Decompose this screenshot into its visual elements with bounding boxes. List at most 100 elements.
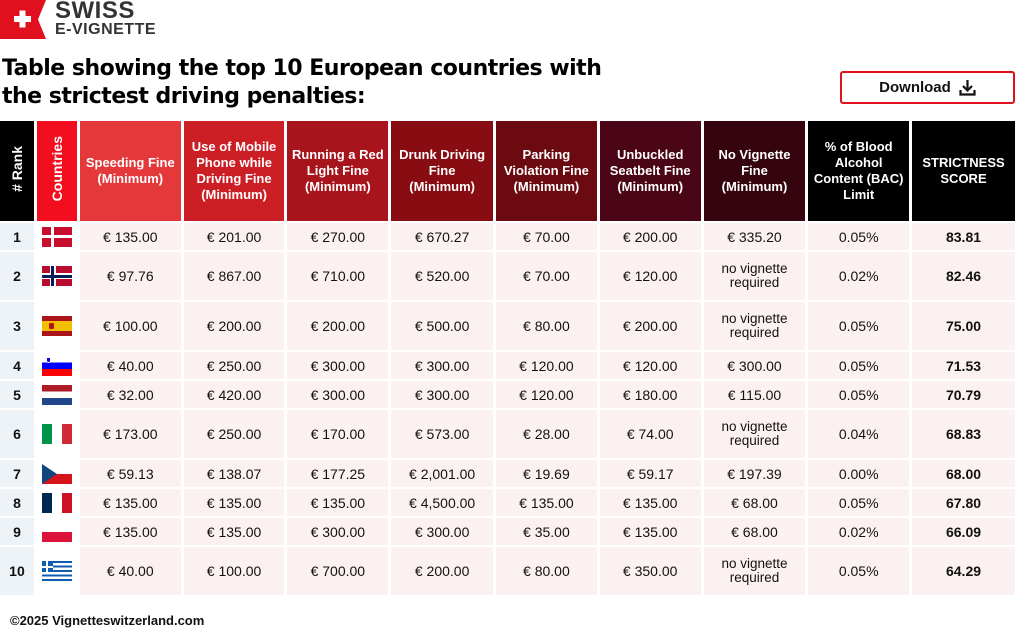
value-cell: € 59.17 — [599, 460, 701, 487]
table-row: 8 € 135.00 € 135.00 € 135.00 € 4,500.00 € 135… — [0, 489, 1015, 516]
page-title: Table showing the top 10 European countr… — [2, 56, 602, 109]
rank-cell: 10 — [0, 547, 34, 595]
value-cell: € 300.00 — [391, 352, 493, 379]
value-cell: € 135.00 — [183, 518, 285, 545]
value-cell: 0.05% — [808, 547, 910, 595]
value-cell: 0.00% — [808, 460, 910, 487]
value-cell: € 300.00 — [287, 352, 389, 379]
column-header-label: STRICTNESS SCORE — [922, 155, 1005, 186]
value-cell: € 120.00 — [599, 252, 701, 300]
value-cell: € 120.00 — [496, 381, 597, 408]
column-header: % of Blood Alcohol Content (BAC) Limit — [808, 121, 910, 221]
value-cell: € 138.07 — [183, 460, 285, 487]
country-cell — [36, 352, 77, 379]
table-row: 7 € 59.13 € 138.07 € 177.25 € 2,001.00 € 19.6… — [0, 460, 1015, 487]
denmark-flag-icon — [41, 226, 72, 247]
value-cell: 0.04% — [808, 410, 910, 458]
rank-cell: 4 — [0, 352, 34, 379]
value-cell: no vignette required — [703, 547, 806, 595]
column-header-label: % of Blood Alcohol Content (BAC) Limit — [813, 139, 904, 202]
value-cell: € 100.00 — [183, 547, 285, 595]
value-cell: € 250.00 — [183, 410, 285, 458]
penalties-table: # Rank Countries Speeding Fine (Minimum) Us… — [0, 119, 1015, 597]
value-cell: € 573.00 — [391, 410, 493, 458]
value-cell: € 700.00 — [287, 547, 389, 595]
country-cell — [36, 518, 77, 545]
score-cell: 66.09 — [912, 518, 1015, 545]
value-cell: € 500.00 — [391, 302, 493, 350]
greece-flag-icon — [41, 561, 72, 581]
score-cell: 83.81 — [912, 223, 1015, 250]
value-cell: € 120.00 — [599, 352, 701, 379]
column-header-label: Use of Mobile Phone while Driving Fine (… — [191, 139, 277, 202]
value-cell: € 201.00 — [183, 223, 285, 250]
value-cell: € 120.00 — [496, 352, 597, 379]
column-header-label: Parking Violation Fine (Minimum) — [503, 147, 589, 194]
value-cell: € 200.00 — [183, 302, 285, 350]
download-button[interactable]: Download — [840, 71, 1015, 104]
column-header: Countries — [36, 121, 77, 221]
netherlands-flag-icon — [41, 384, 72, 405]
country-cell — [36, 302, 77, 350]
value-cell: € 200.00 — [599, 302, 701, 350]
norway-flag-icon — [41, 266, 72, 286]
column-header: STRICTNESS SCORE — [912, 121, 1015, 221]
table-row: 5 € 32.00 € 420.00 € 300.00 € 300.00 € 120.00… — [0, 381, 1015, 408]
table-row: 10 € 40.00 € 100.00 € 700.00 € 200.00 € 80.00… — [0, 547, 1015, 595]
country-cell — [36, 410, 77, 458]
column-header-label: Unbuckled Seatbelt Fine (Minimum) — [609, 147, 691, 194]
value-cell: € 300.00 — [703, 352, 806, 379]
column-header-label: No Vignette Fine (Minimum) — [718, 147, 791, 194]
value-cell: € 135.00 — [79, 518, 181, 545]
value-cell: € 270.00 — [287, 223, 389, 250]
country-cell — [36, 252, 77, 300]
value-cell: € 68.00 — [703, 518, 806, 545]
value-cell: € 300.00 — [391, 518, 493, 545]
score-cell: 67.80 — [912, 489, 1015, 516]
spain-flag-icon — [41, 316, 72, 336]
value-cell: € 35.00 — [496, 518, 597, 545]
value-cell: € 420.00 — [183, 381, 285, 408]
column-header: Parking Violation Fine (Minimum) — [496, 121, 597, 221]
slovenia-flag-icon — [41, 355, 72, 376]
table-row: 9 € 135.00 € 135.00 € 300.00 € 300.00 € 35.00… — [0, 518, 1015, 545]
column-header: No Vignette Fine (Minimum) — [703, 121, 806, 221]
value-cell: 0.05% — [808, 352, 910, 379]
value-cell: € 97.76 — [79, 252, 181, 300]
value-cell: € 180.00 — [599, 381, 701, 408]
value-cell: € 80.00 — [496, 547, 597, 595]
value-cell: € 59.13 — [79, 460, 181, 487]
value-cell: € 520.00 — [391, 252, 493, 300]
table-row: 1 € 135.00 € 201.00 € 270.00 € 670.27 € 70.00… — [0, 223, 1015, 250]
value-cell: € 135.00 — [79, 489, 181, 516]
download-icon — [959, 80, 976, 96]
value-cell: € 115.00 — [703, 381, 806, 408]
value-cell: € 200.00 — [391, 547, 493, 595]
score-cell: 70.79 — [912, 381, 1015, 408]
value-cell: € 335.20 — [703, 223, 806, 250]
czechia-flag-icon — [41, 463, 72, 484]
value-cell: € 300.00 — [391, 381, 493, 408]
value-cell: € 135.00 — [496, 489, 597, 516]
swiss-flag-logo — [0, 0, 46, 39]
country-cell — [36, 381, 77, 408]
italy-flag-icon — [41, 424, 72, 444]
value-cell: € 710.00 — [287, 252, 389, 300]
column-header-label: # Rank — [8, 146, 25, 192]
column-header: Drunk Driving Fine (Minimum) — [391, 121, 493, 221]
value-cell: € 2,001.00 — [391, 460, 493, 487]
value-cell: € 32.00 — [79, 381, 181, 408]
score-cell: 82.46 — [912, 252, 1015, 300]
rank-cell: 5 — [0, 381, 34, 408]
value-cell: € 74.00 — [599, 410, 701, 458]
value-cell: € 170.00 — [287, 410, 389, 458]
value-cell: 0.05% — [808, 489, 910, 516]
country-cell — [36, 223, 77, 250]
value-cell: € 135.00 — [599, 518, 701, 545]
rank-cell: 1 — [0, 223, 34, 250]
brand-name: SWISS — [55, 0, 135, 24]
value-cell: no vignette required — [703, 302, 806, 350]
column-header: Speeding Fine (Minimum) — [79, 121, 181, 221]
column-header-label: Speeding Fine (Minimum) — [85, 155, 175, 186]
rank-cell: 9 — [0, 518, 34, 545]
